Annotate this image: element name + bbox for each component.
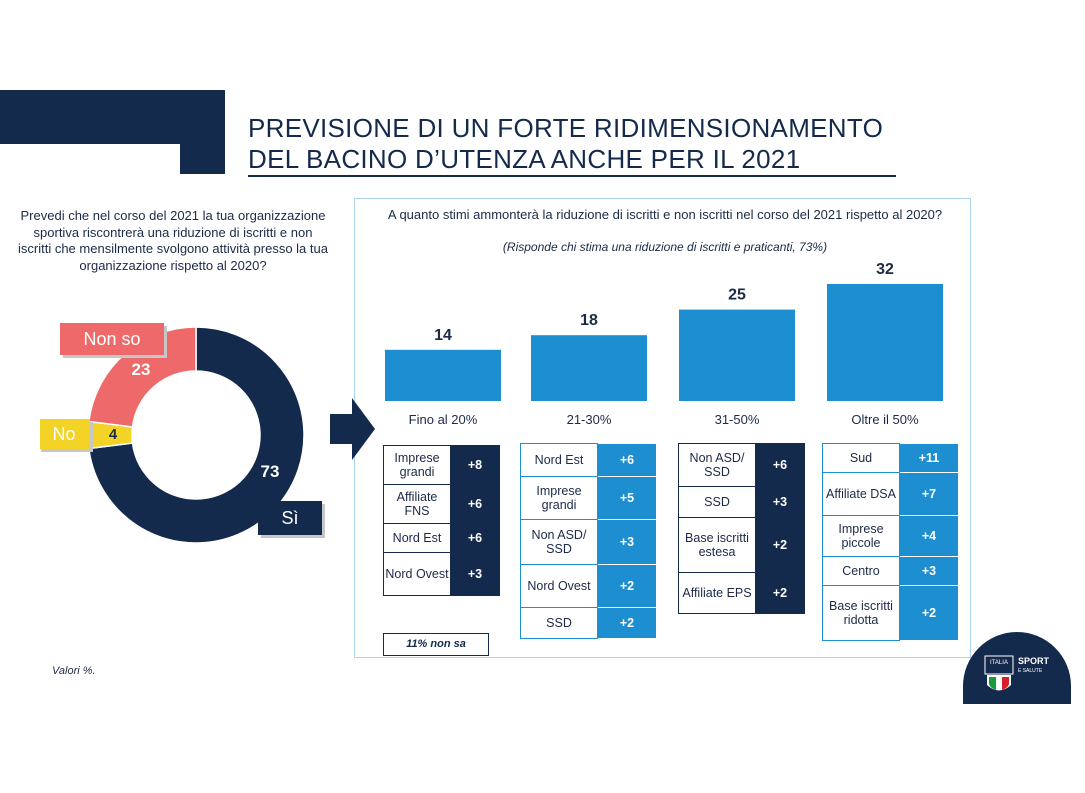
donut-tag-box <box>40 419 90 449</box>
table-cell-label: Imprese grandi <box>383 445 451 485</box>
bar <box>385 349 501 401</box>
table-cell-value: +7 <box>899 472 959 516</box>
footnote: Valori %. <box>52 665 96 677</box>
donut-category-label: Sì <box>281 508 298 528</box>
table-row: Affiliate DSA +7 <box>822 472 959 516</box>
bar-category-label: Oltre il 50% <box>851 412 919 427</box>
table-row: SSD +3 <box>678 486 805 518</box>
donut-value-label: 23 <box>132 360 151 379</box>
table-row: Imprese piccole +4 <box>822 515 959 557</box>
table-cell-value: +6 <box>450 523 500 553</box>
table-cell-label: Base iscritti ridotta <box>822 585 900 641</box>
table-cell-label: SSD <box>678 486 756 518</box>
bar-value-label: 32 <box>876 261 894 278</box>
bar-value-label: 18 <box>580 312 598 329</box>
table-row: Nord Ovest +2 <box>520 564 657 608</box>
bar-chart: 14 18 25 32 <box>385 261 943 401</box>
table-cell-value: +2 <box>597 607 657 639</box>
table-row: Nord Ovest +3 <box>383 552 500 596</box>
table-cell-value: +5 <box>597 476 657 520</box>
table-cell-value: +3 <box>755 486 805 518</box>
table-cell-label: Non ASD/ SSD <box>520 519 598 565</box>
donut-slice-si <box>88 326 305 544</box>
title-line-1: PREVISIONE DI UN FORTE RIDIMENSIONAMENTO <box>248 113 884 143</box>
table-cell-label: Imprese piccole <box>822 515 900 557</box>
table-cell-value: +3 <box>597 519 657 565</box>
bar-value-label: 25 <box>728 287 746 304</box>
logo-text-salute: E SALUTE <box>1018 668 1043 674</box>
donut-category-label: No <box>52 424 75 444</box>
page-title: PREVISIONE DI UN FORTE RIDIMENSIONAMENTO… <box>248 113 948 175</box>
table-row: SSD +2 <box>520 607 657 639</box>
detail-table: Sud +11 Affiliate DSA +7 Imprese piccole +4 Ce… <box>822 443 959 641</box>
table-cell-value: +2 <box>755 517 805 573</box>
table-row: Affiliate FNS +6 <box>383 484 500 524</box>
table-cell-value: +2 <box>597 564 657 608</box>
bar <box>531 335 647 401</box>
donut-value-label: 4 <box>109 426 118 443</box>
bar-chart-question: A quanto stimi ammonterà la riduzione di… <box>387 207 943 222</box>
table-cell-label: Sud <box>822 443 900 473</box>
donut-category-label: Non so <box>83 329 140 349</box>
title-line-2: DEL BACINO D’UTENZA ANCHE PER IL 2021 <box>248 144 801 174</box>
table-cell-label: Affiliate FNS <box>383 484 451 524</box>
bar <box>827 284 943 401</box>
donut-value-label: 73 <box>261 462 280 481</box>
table-row: Imprese grandi +8 <box>383 445 500 485</box>
donut-tag-box <box>258 501 322 535</box>
bar-chart-note: (Risponde chi stima una riduzione di isc… <box>502 240 828 254</box>
table-cell-value: +3 <box>450 552 500 596</box>
header-band-corner <box>180 90 225 174</box>
table-cell-value: +3 <box>899 556 959 586</box>
table-row: Non ASD/ SSD +3 <box>520 519 657 565</box>
donut-slice-non-so <box>88 326 197 428</box>
table-cell-value: +6 <box>450 484 500 524</box>
table-row: Base iscritti estesa +2 <box>678 517 805 573</box>
table-cell-label: Non ASD/ SSD <box>678 443 756 487</box>
table-cell-value: +2 <box>899 585 959 641</box>
table-cell-label: Imprese grandi <box>520 476 598 520</box>
non-sa-box: 11% non sa <box>383 633 489 656</box>
bar-category-label: 21-30% <box>566 412 612 427</box>
table-cell-label: Centro <box>822 556 900 586</box>
donut-tag-box <box>60 323 164 355</box>
table-cell-value: +8 <box>450 445 500 485</box>
arrow-right-icon <box>330 398 375 460</box>
detail-table: Imprese grandi +8 Affiliate FNS +6 Nord Est +… <box>383 445 500 596</box>
table-cell-label: Affiliate DSA <box>822 472 900 516</box>
table-cell-value: +11 <box>899 443 959 473</box>
bar-value-label: 14 <box>434 327 452 344</box>
sport-e-salute-logo: ITALIA SPORT E SALUTE <box>963 632 1071 704</box>
table-cell-value: +6 <box>755 443 805 487</box>
table-row: Affiliate EPS +2 <box>678 572 805 614</box>
table-row: Non ASD/ SSD +6 <box>678 443 805 487</box>
donut-chart: 73 4 23 Sì No Non so <box>40 323 325 544</box>
table-cell-label: Base iscritti estesa <box>678 517 756 573</box>
table-cell-label: Nord Ovest <box>520 564 598 608</box>
table-cell-label: Nord Ovest <box>383 552 451 596</box>
detail-table: Non ASD/ SSD +6 SSD +3 Base iscritti estesa +… <box>678 443 805 614</box>
bar-category-label: Fino al 20% <box>408 412 478 427</box>
table-cell-label: SSD <box>520 607 598 639</box>
table-row: Nord Est +6 <box>520 443 657 477</box>
table-row: Base iscritti ridotta +2 <box>822 585 959 641</box>
table-row: Nord Est +6 <box>383 523 500 553</box>
table-cell-label: Nord Est <box>383 523 451 553</box>
table-cell-value: +6 <box>597 443 657 477</box>
table-cell-label: Affiliate EPS <box>678 572 756 614</box>
detail-table: Nord Est +6 Imprese grandi +5 Non ASD/ SSD +3… <box>520 443 657 639</box>
donut-question: Prevedi che nel corso del 2021 la tua or… <box>18 208 328 273</box>
table-cell-value: +2 <box>755 572 805 614</box>
bar <box>679 309 795 401</box>
table-cell-value: +4 <box>899 515 959 557</box>
table-row: Centro +3 <box>822 556 959 586</box>
logo-text-sport: SPORT <box>1018 656 1050 666</box>
table-row: Imprese grandi +5 <box>520 476 657 520</box>
logo-text-italia: ITALIA <box>990 660 1008 666</box>
table-row: Sud +11 <box>822 443 959 473</box>
table-cell-label: Nord Est <box>520 443 598 477</box>
title-underline <box>248 175 896 177</box>
bar-category-label: 31-50% <box>714 412 760 427</box>
